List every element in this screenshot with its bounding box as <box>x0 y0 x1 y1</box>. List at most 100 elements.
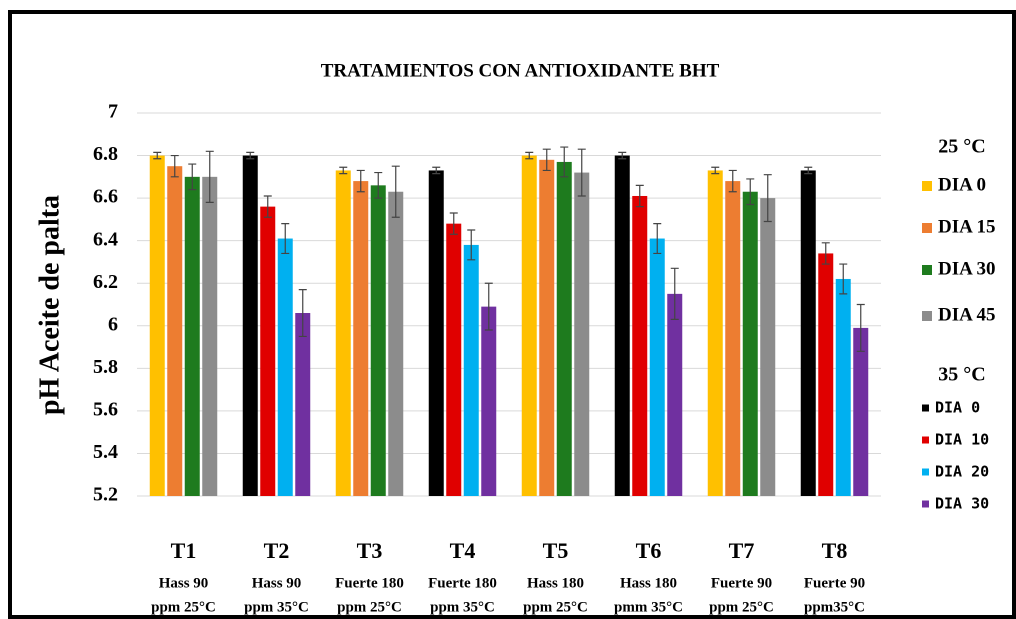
bar <box>853 327 869 496</box>
bar <box>760 198 776 496</box>
error-bar <box>281 223 290 255</box>
error-bar <box>763 174 772 223</box>
bar <box>202 176 218 497</box>
legend-label: DIA 30 <box>938 258 996 279</box>
error-bar <box>298 289 307 338</box>
error-bar <box>153 151 162 160</box>
x-tick-sublabel: ppm 25°C <box>709 599 774 615</box>
bar <box>260 206 276 496</box>
error-bar <box>391 165 400 218</box>
error-bar <box>205 150 214 203</box>
bar <box>242 155 258 497</box>
error-bar <box>263 195 272 218</box>
error-bar <box>170 154 179 178</box>
bar <box>818 253 834 496</box>
legend-title: 35 °C <box>938 364 985 386</box>
x-tick-sublabel: Fuerte 90 <box>711 575 772 591</box>
y-tick-label: 6.2 <box>93 271 118 293</box>
error-bar <box>525 151 534 160</box>
error-bar <box>542 148 551 172</box>
x-tick-label: T3 <box>357 538 383 563</box>
error-bar <box>618 151 627 160</box>
error-bar <box>577 148 586 197</box>
legend-label: DIA 0 <box>935 399 980 417</box>
bar <box>370 185 386 496</box>
error-bar <box>432 166 441 175</box>
x-tick-sublabel: Fuerte 90 <box>804 575 865 591</box>
bar <box>149 155 165 497</box>
x-tick-label: T2 <box>264 538 290 563</box>
bar <box>463 244 479 496</box>
error-bar <box>746 178 755 206</box>
y-tick-label: 6.8 <box>93 143 118 165</box>
error-bar <box>484 282 493 331</box>
bar <box>649 238 665 497</box>
bar <box>295 313 311 496</box>
error-bar <box>804 166 813 175</box>
error-bar <box>339 166 348 175</box>
x-tick-label: T8 <box>822 538 848 563</box>
x-tick-sublabel: ppm 25°C <box>151 599 216 615</box>
legend-label: DIA 10 <box>935 431 989 449</box>
legend-swatch <box>922 468 929 476</box>
legend-swatch <box>922 311 932 321</box>
bar <box>556 161 572 496</box>
x-tick-label: T4 <box>450 538 476 563</box>
bar <box>667 293 683 496</box>
x-tick-sublabel: ppm 35°C <box>430 599 495 615</box>
error-bar <box>449 212 458 235</box>
bar <box>725 181 741 497</box>
error-bar <box>356 169 365 193</box>
legend-title: 25 °C <box>938 136 985 158</box>
error-bar <box>560 146 569 178</box>
bar <box>388 191 404 496</box>
legend-label: DIA 15 <box>938 216 996 237</box>
error-bar <box>839 263 848 295</box>
y-tick-label: 6.4 <box>93 228 118 250</box>
legend-swatch <box>922 223 932 233</box>
error-bar <box>728 169 737 193</box>
x-tick-label: T1 <box>171 538 197 563</box>
chart-title: TRATAMIENTOS CON ANTIOXIDANTE BHT <box>321 60 720 81</box>
error-bar <box>821 242 830 265</box>
y-axis-label: pH Aceite de palta <box>34 195 65 415</box>
x-tick-sublabel: Hass 180 <box>527 575 584 591</box>
legend-label: DIA 0 <box>938 174 986 195</box>
legend-label: DIA 45 <box>938 304 996 325</box>
x-tick-sublabel: ppm 35°C <box>244 599 309 615</box>
x-tick-label: T7 <box>729 538 755 563</box>
x-tick-sublabel: ppm 25°C <box>523 599 588 615</box>
bar <box>800 170 816 496</box>
y-tick-label: 5.8 <box>93 356 118 378</box>
error-bar <box>374 171 383 199</box>
legend-swatch <box>922 404 929 412</box>
error-bar <box>188 163 197 191</box>
x-tick-sublabel: Hass 180 <box>620 575 677 591</box>
bar <box>167 166 183 496</box>
error-bar <box>246 151 255 160</box>
bar <box>277 238 293 497</box>
bar <box>446 223 462 496</box>
x-tick-sublabel: ppm 25°C <box>337 599 402 615</box>
x-tick-sublabel: Hass 90 <box>159 575 209 591</box>
x-tick-sublabel: Hass 90 <box>252 575 302 591</box>
error-bar <box>711 166 720 175</box>
bar <box>335 170 351 496</box>
error-bar <box>653 223 662 255</box>
bar <box>574 172 590 497</box>
x-tick-sublabel: Fuerte 180 <box>335 575 404 591</box>
x-tick-sublabel: ppm35°C <box>804 599 865 615</box>
bar <box>184 176 200 497</box>
bar <box>632 195 648 496</box>
y-tick-label: 5.2 <box>93 484 118 506</box>
bar <box>835 278 851 496</box>
bar <box>521 155 537 497</box>
legend-swatch <box>922 181 932 191</box>
bar <box>707 170 723 496</box>
legend-swatch <box>922 265 932 275</box>
error-bar <box>856 303 865 352</box>
y-tick-label: 5.6 <box>93 398 118 420</box>
error-bar <box>670 267 679 320</box>
x-tick-label: T6 <box>636 538 662 563</box>
